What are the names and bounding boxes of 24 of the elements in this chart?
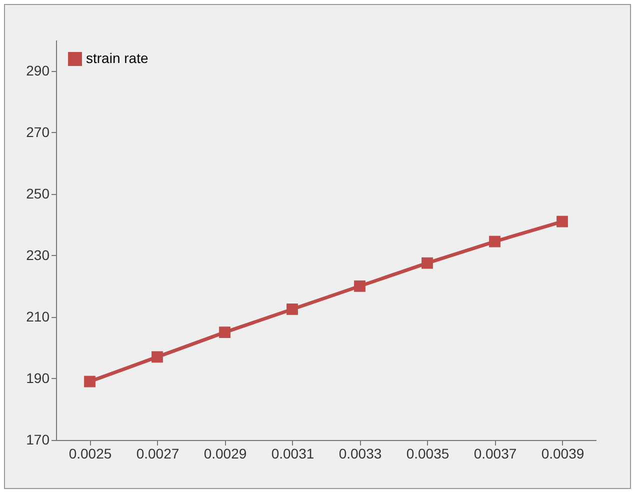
point	[152, 351, 163, 363]
x-tick-label: 0.0039	[541, 446, 584, 462]
y-tick-label: 230	[26, 246, 50, 263]
y-tick-label: 170	[26, 432, 50, 448]
y-tick-label: 190	[26, 370, 50, 386]
point	[489, 236, 500, 248]
y-tick-label: 290	[26, 62, 50, 78]
x-tick-label: 0.0031	[271, 446, 314, 462]
y-tick-label: 250	[26, 185, 50, 202]
point	[354, 280, 366, 292]
x-tick-label: 0.0035	[406, 446, 450, 462]
y-tick-label: 210	[26, 308, 50, 324]
point	[422, 257, 433, 269]
x-tick-label: 0.0029	[204, 446, 247, 462]
point	[84, 376, 96, 388]
point	[286, 304, 298, 315]
x-tick-label: 0.0033	[338, 446, 382, 462]
x-tick-label: 0.0037	[474, 446, 517, 462]
y-tick-label: 270	[26, 124, 50, 140]
x-tick-label: 0.0025	[68, 446, 112, 462]
point	[219, 326, 230, 338]
point	[556, 216, 568, 228]
x-tick-label: 0.0027	[136, 446, 180, 462]
legend-label: strain rate	[86, 50, 148, 66]
